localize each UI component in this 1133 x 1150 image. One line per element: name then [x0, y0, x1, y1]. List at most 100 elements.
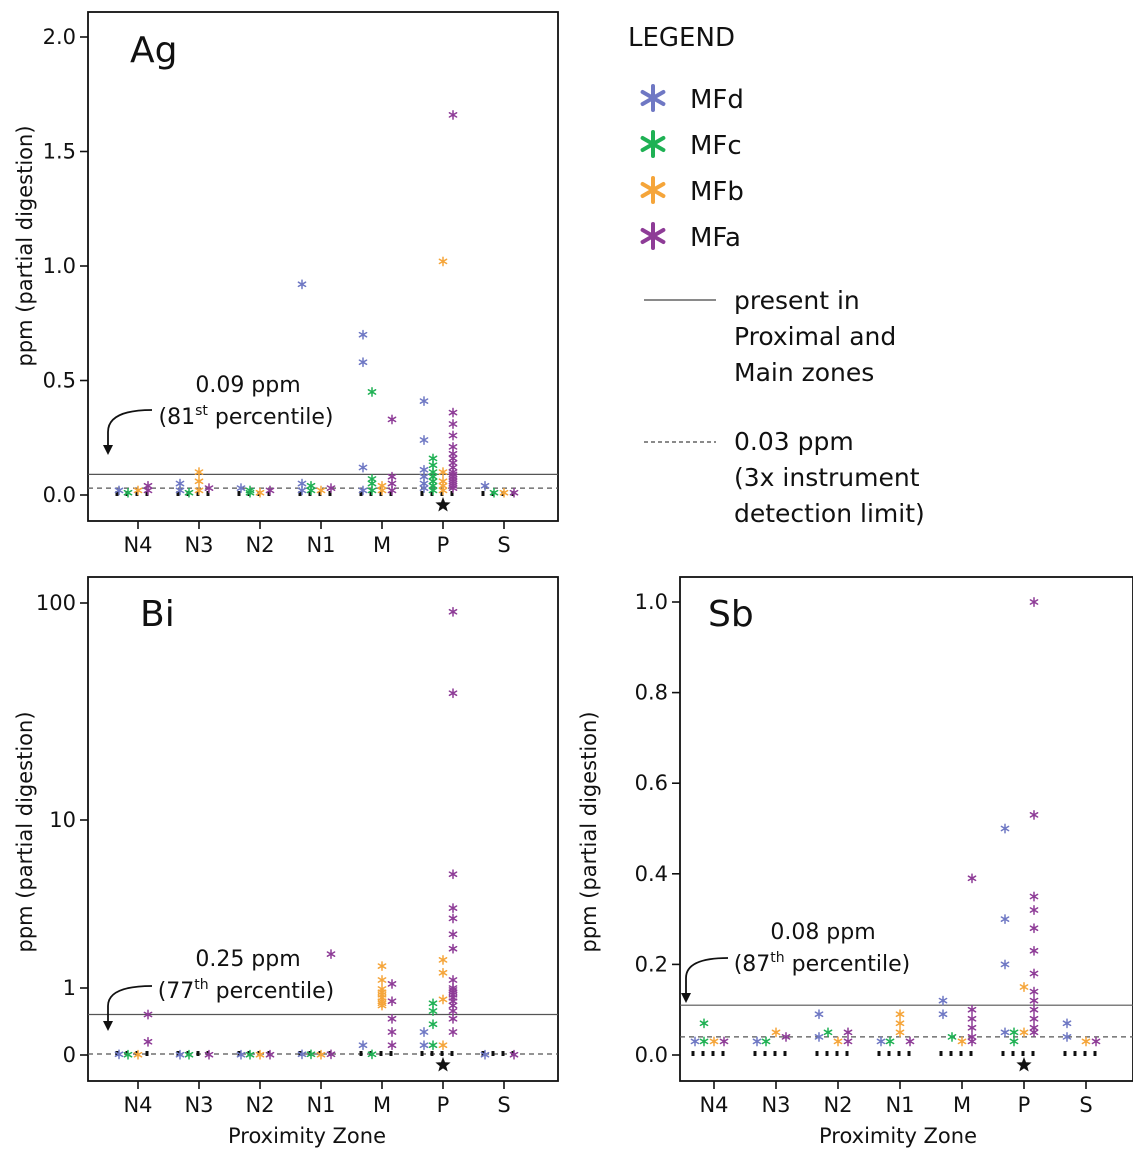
data-point-mfd	[236, 483, 246, 494]
legend-dashed-text-3: detection limit)	[734, 499, 925, 528]
legend-star-icon	[640, 130, 666, 158]
data-point-mfc	[245, 1049, 255, 1060]
data-point-mfa	[143, 1036, 153, 1047]
below-detection-tick	[196, 1051, 200, 1056]
below-detection-tick	[907, 1051, 911, 1056]
data-point-mfd	[690, 1036, 700, 1047]
x-tick-label: S	[497, 533, 510, 557]
data-point-mfa	[448, 606, 458, 617]
data-point-mfb	[1019, 982, 1029, 993]
data-point-mfb	[194, 467, 204, 478]
legend-dashed-text-1: 0.03 ppm	[734, 427, 854, 456]
data-point-mfa	[326, 949, 336, 960]
data-point-mfd	[358, 485, 368, 496]
data-point-mfc	[306, 485, 316, 496]
annotation-arrow-bi	[103, 985, 153, 1031]
x-ticks-ag: N4 N3 N2 N1 M P S	[123, 521, 511, 557]
y-tick-label: 1.0	[43, 254, 76, 278]
below-detection-tick	[1063, 1051, 1067, 1056]
proximal-zone-star-icon	[435, 497, 451, 512]
data-point-mfc	[1009, 1036, 1019, 1047]
data-point-mfa	[843, 1036, 853, 1047]
data-point-mfd	[114, 485, 124, 496]
below-detection-tick	[691, 1051, 695, 1056]
legend-star-icon	[640, 176, 666, 204]
y-tick-label: 2.0	[43, 25, 76, 49]
x-tick-label: N1	[306, 1093, 335, 1117]
data-point-mfc	[367, 387, 377, 397]
data-point-mfc	[428, 998, 438, 1009]
x-tick-label: N2	[245, 1093, 274, 1117]
data-points-ag	[114, 109, 519, 498]
data-point-mfb	[895, 1018, 905, 1029]
data-point-mfa	[387, 414, 397, 425]
below-detection-tick	[1031, 1051, 1035, 1056]
data-point-mfb	[377, 1000, 387, 1011]
data-point-mfb	[771, 1027, 781, 1038]
below-detection-tick	[939, 1051, 943, 1056]
y-tick-label: 10	[49, 808, 76, 832]
data-point-mfa	[1029, 905, 1039, 915]
below-detection-tick	[389, 1051, 393, 1056]
data-point-mfa	[326, 483, 336, 494]
data-point-mfb	[377, 485, 387, 496]
y-ticks-sb: 0.0 0.2 0.4 0.6 0.8 1.0	[635, 590, 680, 1067]
y-axis-label-bi: ppm (partial digestion)	[13, 711, 37, 952]
data-point-mfc	[489, 487, 499, 498]
data-point-mfd	[419, 483, 429, 494]
data-point-mfb	[377, 975, 387, 985]
data-point-mfa	[143, 485, 153, 496]
x-axis-label-bi: Proximity Zone	[228, 1124, 386, 1148]
x-tick-label: N3	[761, 1093, 790, 1117]
data-point-mfd	[480, 480, 490, 491]
below-detection-tick	[420, 1051, 424, 1056]
legend-item-label: MFc	[690, 131, 742, 161]
data-point-mfb	[133, 485, 143, 496]
data-point-mfd	[1062, 1031, 1072, 1042]
below-detection-tick	[887, 1051, 891, 1056]
legend-item-label: MFb	[690, 177, 744, 207]
legend-star-icon	[640, 84, 666, 112]
data-point-mfa	[905, 1036, 915, 1047]
data-point-mfb	[438, 467, 448, 478]
data-point-mfa	[719, 1036, 729, 1047]
data-point-mfa	[509, 1049, 519, 1060]
data-point-mfa	[448, 109, 458, 120]
data-point-mfa	[1091, 1036, 1101, 1047]
below-detection-tick	[298, 491, 302, 496]
data-point-mfa	[387, 1027, 397, 1037]
below-detection-tick	[1093, 1051, 1097, 1056]
below-detection-tick	[237, 491, 241, 496]
data-point-mfa	[448, 1006, 458, 1016]
data-point-mfc	[245, 487, 255, 498]
data-point-mfd	[358, 329, 368, 340]
legend-solid-text-1: present in	[734, 286, 860, 315]
y-tick-label: 0.8	[635, 681, 668, 705]
below-detection-tick	[763, 1051, 767, 1056]
y-tick-label: 0.6	[635, 771, 668, 795]
data-point-mfd	[297, 279, 307, 290]
data-point-mfa	[448, 688, 458, 699]
legend: LEGEND MFd MFc MFb MFa present in Proximal …	[628, 23, 925, 528]
x-tick-label: N1	[885, 1093, 914, 1117]
y-tick-label: 1.5	[43, 140, 76, 164]
data-point-mfd	[814, 1009, 824, 1020]
below-detection-tick	[379, 1051, 383, 1056]
data-point-mfb	[957, 1036, 967, 1047]
data-point-mfc	[306, 1049, 316, 1060]
data-point-mfb	[194, 476, 204, 487]
below-detection-tick	[783, 1051, 787, 1056]
x-ticks-bi: N4 N3 N2 N1 M P S	[123, 1081, 511, 1117]
data-point-mfa	[387, 1013, 397, 1024]
below-detection-markers-sb	[691, 1051, 1097, 1072]
y-ticks-ag: 0.0 0.5 1.0 1.5 2.0	[43, 25, 88, 507]
data-point-mfa	[265, 1049, 275, 1060]
annotation-arrow-sb	[681, 957, 729, 1003]
data-point-mfc	[699, 1018, 709, 1029]
data-point-mfd	[358, 462, 368, 473]
below-detection-tick	[491, 1051, 495, 1056]
data-point-mfd	[297, 1049, 307, 1060]
data-point-mfd	[938, 995, 948, 1006]
below-detection-tick	[815, 1051, 819, 1056]
